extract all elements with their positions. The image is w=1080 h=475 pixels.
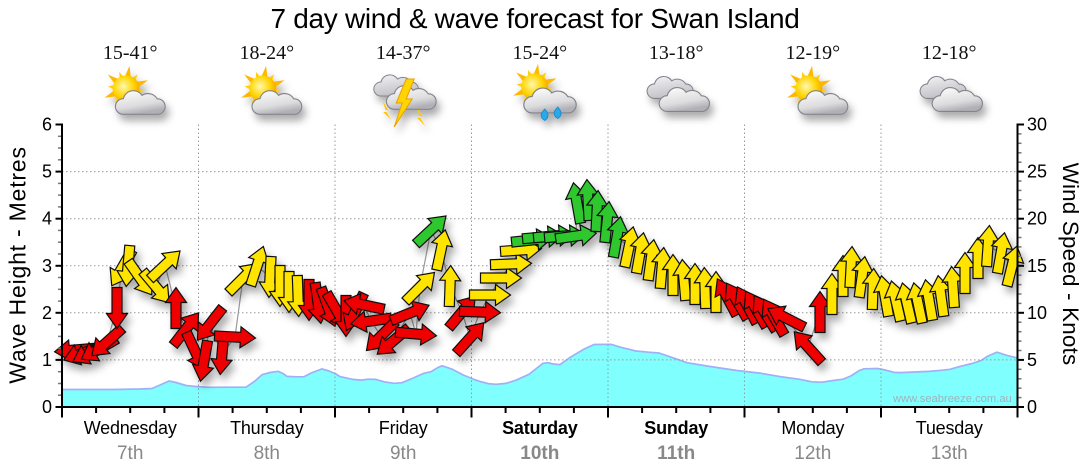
- svg-text:Friday: Friday: [379, 418, 428, 438]
- svg-text:10th: 10th: [520, 443, 559, 464]
- svg-text:4: 4: [42, 209, 52, 229]
- svg-text:11th: 11th: [657, 443, 695, 464]
- svg-text:Wave Height - Metres: Wave Height - Metres: [5, 146, 31, 384]
- svg-text:25: 25: [1027, 162, 1047, 182]
- svg-text:12-19°: 12-19°: [785, 42, 840, 64]
- svg-text:Wednesday: Wednesday: [84, 418, 177, 438]
- svg-text:20: 20: [1027, 209, 1047, 229]
- svg-text:8th: 8th: [254, 443, 280, 464]
- svg-text:www.seabreeze.com.au: www.seabreeze.com.au: [892, 393, 1012, 405]
- svg-text:9th: 9th: [390, 443, 416, 464]
- svg-text:5: 5: [1027, 350, 1037, 370]
- svg-text:Wind Speed - Knots: Wind Speed - Knots: [1058, 163, 1080, 366]
- svg-text:0: 0: [1027, 397, 1037, 417]
- svg-text:12-18°: 12-18°: [922, 42, 977, 64]
- svg-text:10: 10: [1027, 303, 1047, 323]
- svg-text:1: 1: [42, 350, 52, 370]
- svg-text:12th: 12th: [794, 443, 831, 464]
- svg-text:30: 30: [1027, 115, 1047, 135]
- svg-text:14-37°: 14-37°: [376, 42, 431, 64]
- svg-text:7th: 7th: [117, 443, 143, 464]
- svg-text:15-41°: 15-41°: [103, 42, 158, 64]
- svg-text:2: 2: [42, 303, 52, 323]
- svg-text:7 day wind & wave forecast for: 7 day wind & wave forecast for Swan Isla…: [270, 3, 799, 34]
- svg-text:6: 6: [42, 115, 52, 135]
- svg-text:Tuesday: Tuesday: [916, 418, 983, 438]
- svg-text:13th: 13th: [931, 443, 968, 464]
- svg-text:Thursday: Thursday: [230, 418, 304, 438]
- svg-text:3: 3: [42, 256, 52, 276]
- svg-text:5: 5: [42, 162, 52, 182]
- svg-text:Sunday: Sunday: [644, 418, 708, 438]
- svg-text:Monday: Monday: [781, 418, 844, 438]
- svg-text:18-24°: 18-24°: [239, 42, 294, 64]
- svg-text:15-24°: 15-24°: [512, 42, 567, 64]
- svg-text:Saturday: Saturday: [502, 418, 578, 438]
- svg-text:15: 15: [1027, 256, 1047, 276]
- svg-text:13-18°: 13-18°: [649, 42, 704, 64]
- svg-text:0: 0: [42, 397, 52, 417]
